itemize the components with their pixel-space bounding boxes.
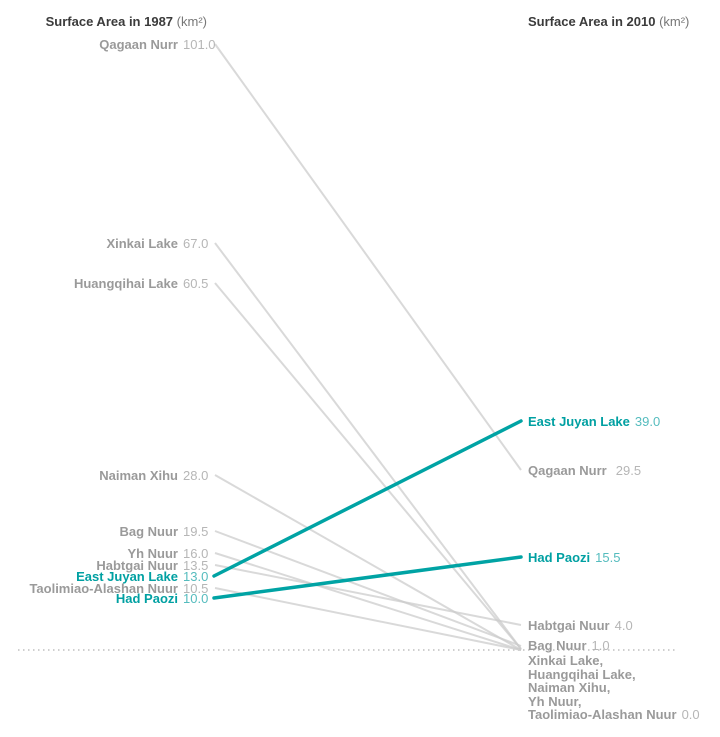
lake-value-1987: 13.0 xyxy=(183,569,209,584)
header-2010-title: Surface Area in 2010 xyxy=(528,14,656,29)
lake-name: Bag Nuur xyxy=(528,638,587,653)
lake-name: Qagaan Nurr xyxy=(528,463,607,478)
zero-group-line: Huangqihai Lake, xyxy=(528,666,636,682)
lake-value-1987: 28.0 xyxy=(183,468,209,483)
zero-baseline-dotted xyxy=(18,649,677,651)
lake-name: Had Paozi xyxy=(528,550,591,565)
lake-name: Taolimiao-Alashan Nuur xyxy=(528,707,677,722)
zero-group-line: Naiman Xihu, xyxy=(528,680,611,695)
lake-name: Huangqihai Lake xyxy=(73,276,178,291)
lake-value-1987: 101.0 xyxy=(183,37,216,52)
slope-line-huangqihai-lake xyxy=(214,282,522,650)
header-2010: Surface Area in 2010 (km²) xyxy=(528,14,689,29)
lake-name: Yh Nuur xyxy=(127,546,178,561)
lake-name: Qagaan Nurr xyxy=(99,37,178,52)
left-label-xinkai-lake: Xinkai Lake 67.0 xyxy=(0,236,208,251)
lake-value-1987: 19.5 xyxy=(183,524,209,539)
right-label-zero-group: Xinkai Lake, Huangqihai Lake, Naiman Xih… xyxy=(528,654,700,722)
left-label-had-paozi: Had Paozi 10.0 xyxy=(0,591,208,606)
lake-value-1987: 10.5 xyxy=(183,581,209,596)
slope-line-east-juyan-lake xyxy=(212,419,523,578)
lake-name: Had Paozi xyxy=(115,591,178,606)
lake-value-1987: 67.0 xyxy=(183,236,209,251)
right-label-qagaan-nurr: Qagaan Nurr 29.5 xyxy=(528,463,641,478)
header-1987-title: Surface Area in 1987 xyxy=(45,14,174,29)
right-label-bag-nuur: Bag Nuur 1.0 xyxy=(528,638,610,653)
lake-name: Taolimiao-Alashan Nuur xyxy=(29,581,178,596)
slope-line-naiman-xihu xyxy=(214,474,522,651)
left-label-bag-nuur: Bag Nuur 19.5 xyxy=(0,524,209,539)
header-1987: Surface Area in 1987 (km²) xyxy=(0,14,207,29)
zero-group-last-line: Taolimiao-Alashan Nuur 0.0 xyxy=(528,708,700,722)
slope-line-had-paozi xyxy=(212,555,523,600)
lake-name: Xinkai Lake xyxy=(106,236,178,251)
left-label-huangqihai-lake: Huangqihai Lake 60.5 xyxy=(0,276,208,291)
lake-value-2010: 4.0 xyxy=(614,618,633,633)
slope-line-taolimiao-alashan-nuur xyxy=(214,587,522,651)
lake-value-2010: 15.5 xyxy=(595,550,621,565)
slope-line-yh-nuur xyxy=(214,552,522,651)
lake-value-1987: 13.5 xyxy=(183,558,209,573)
left-label-naiman-xihu: Naiman Xihu 28.0 xyxy=(0,468,208,483)
zero-group-line: Xinkai Lake, xyxy=(528,653,604,668)
lake-value-1987: 60.5 xyxy=(183,276,209,291)
left-label-habtgai-nuur: Habtgai Nuur 13.5 xyxy=(0,558,208,573)
slope-line-qagaan-nurr xyxy=(214,43,522,471)
lake-value-2010: 0.0 xyxy=(681,707,700,722)
right-label-habtgai-nuur: Habtgai Nuur 4.0 xyxy=(528,618,633,633)
left-label-qagaan-nurr: Qagaan Nurr 101.0 xyxy=(0,37,216,52)
lake-name: East Juyan Lake xyxy=(528,414,630,429)
header-1987-unit: (km²) xyxy=(176,14,207,29)
left-label-yh-nuur: Yh Nuur 16.0 xyxy=(0,546,208,561)
lake-name: East Juyan Lake xyxy=(76,569,178,584)
zero-group-line: Yh Nuur, xyxy=(528,693,582,709)
lake-value-1987: 16.0 xyxy=(183,546,209,561)
left-label-taolimiao-alashan-nuur: Taolimiao-Alashan Nuur 10.5 xyxy=(0,581,208,596)
lake-name: Bag Nuur xyxy=(119,524,179,539)
header-2010-unit: (km²) xyxy=(659,14,690,29)
slope-line-xinkai-lake xyxy=(214,242,522,650)
left-label-east-juyan-lake: East Juyan Lake 13.0 xyxy=(0,569,208,584)
lake-name: Habtgai Nuur xyxy=(528,618,610,633)
lake-value-1987: 10.0 xyxy=(183,591,209,606)
lake-value-2010: 1.0 xyxy=(591,638,610,653)
lake-value-2010: 29.5 xyxy=(615,463,642,478)
right-label-east-juyan-lake: East Juyan Lake 39.0 xyxy=(528,414,660,429)
right-label-had-paozi: Had Paozi 15.5 xyxy=(528,550,620,565)
lake-name: Habtgai Nuur xyxy=(96,558,178,573)
lake-value-2010: 39.0 xyxy=(634,414,661,429)
slope-line-habtgai-nuur xyxy=(214,564,522,626)
lake-name: Naiman Xihu xyxy=(99,468,178,483)
